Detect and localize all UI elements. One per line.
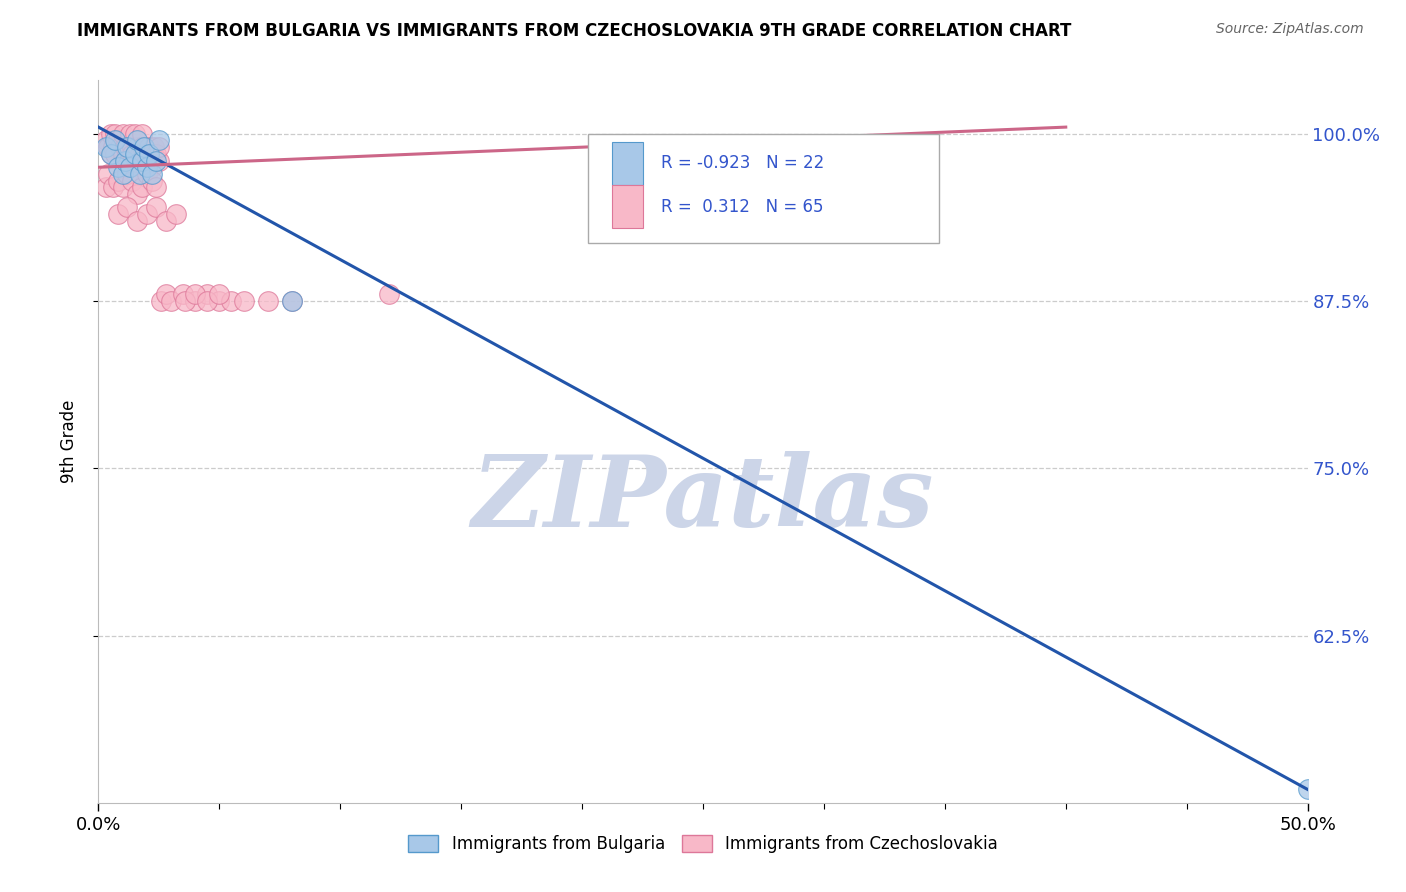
Point [107,174,129,188]
Point [101,180,124,194]
Point [141,161,163,175]
Point [135,153,157,168]
Point [97,167,120,181]
Point [128,167,150,181]
Point [145,146,167,161]
Point [111,167,134,181]
Point [281,294,304,309]
Point [141,167,163,181]
Point [141,174,163,188]
Point [107,134,129,148]
Point [118,127,141,141]
Point [121,174,143,188]
Point [145,153,167,168]
Point [195,294,218,309]
Point [107,161,129,175]
FancyBboxPatch shape [613,142,643,185]
Point [117,146,139,161]
Point [94,140,117,154]
Point [94,134,117,148]
Text: IMMIGRANTS FROM BULGARIA VS IMMIGRANTS FROM CZECHOSLOVAKIA 9TH GRADE CORRELATION: IMMIGRANTS FROM BULGARIA VS IMMIGRANTS F… [77,22,1071,40]
Point [111,146,134,161]
Text: ZIPatlas: ZIPatlas [472,451,934,548]
Point [94,180,117,194]
Point [195,287,218,301]
Point [221,294,243,309]
Point [165,207,187,221]
Point [141,146,163,161]
FancyBboxPatch shape [588,135,939,243]
Point [208,294,231,309]
Point [184,294,207,309]
Point [117,201,139,215]
Point [128,146,150,161]
Point [148,140,170,154]
Point [114,153,136,168]
Point [127,214,149,228]
Point [107,207,129,221]
Point [135,161,157,175]
Point [131,140,153,154]
Point [111,180,134,194]
Point [143,140,166,154]
Point [111,127,134,141]
Point [134,140,156,154]
Text: Source: ZipAtlas.com: Source: ZipAtlas.com [1216,22,1364,37]
Point [131,180,153,194]
Point [174,294,197,309]
Text: R =  0.312   N = 65: R = 0.312 N = 65 [661,198,823,216]
Point [145,201,167,215]
Legend: Immigrants from Bulgaria, Immigrants from Czechoslovakia: Immigrants from Bulgaria, Immigrants fro… [402,828,1004,860]
Point [134,146,156,161]
FancyBboxPatch shape [613,185,643,228]
Point [281,294,304,309]
Point [127,134,149,148]
Point [1296,782,1319,797]
Point [127,187,149,202]
Point [104,134,127,148]
Point [131,153,153,168]
Point [131,127,153,141]
Point [148,134,170,148]
Point [184,287,207,301]
Point [127,140,149,154]
Point [100,146,122,161]
Point [117,167,139,181]
Point [208,287,231,301]
Point [377,287,399,301]
Point [138,146,160,161]
Point [135,207,157,221]
Point [232,294,254,309]
Point [97,140,120,154]
Point [124,146,146,161]
Text: R = -0.923   N = 22: R = -0.923 N = 22 [661,154,824,172]
Point [100,146,122,161]
Point [150,294,173,309]
Point [172,287,194,301]
Point [100,127,122,141]
Point [135,167,157,181]
Point [121,146,143,161]
Point [155,214,177,228]
Point [121,140,143,154]
Point [108,140,131,154]
Point [160,294,183,309]
Point [155,287,177,301]
Point [101,140,124,154]
Point [118,161,141,175]
Point [104,146,127,161]
Point [148,153,170,168]
Point [114,140,136,154]
Point [256,294,278,309]
Point [124,127,146,141]
Point [138,140,160,154]
Point [145,180,167,194]
Point [117,140,139,154]
Y-axis label: 9th Grade: 9th Grade [59,400,77,483]
Point [104,127,127,141]
